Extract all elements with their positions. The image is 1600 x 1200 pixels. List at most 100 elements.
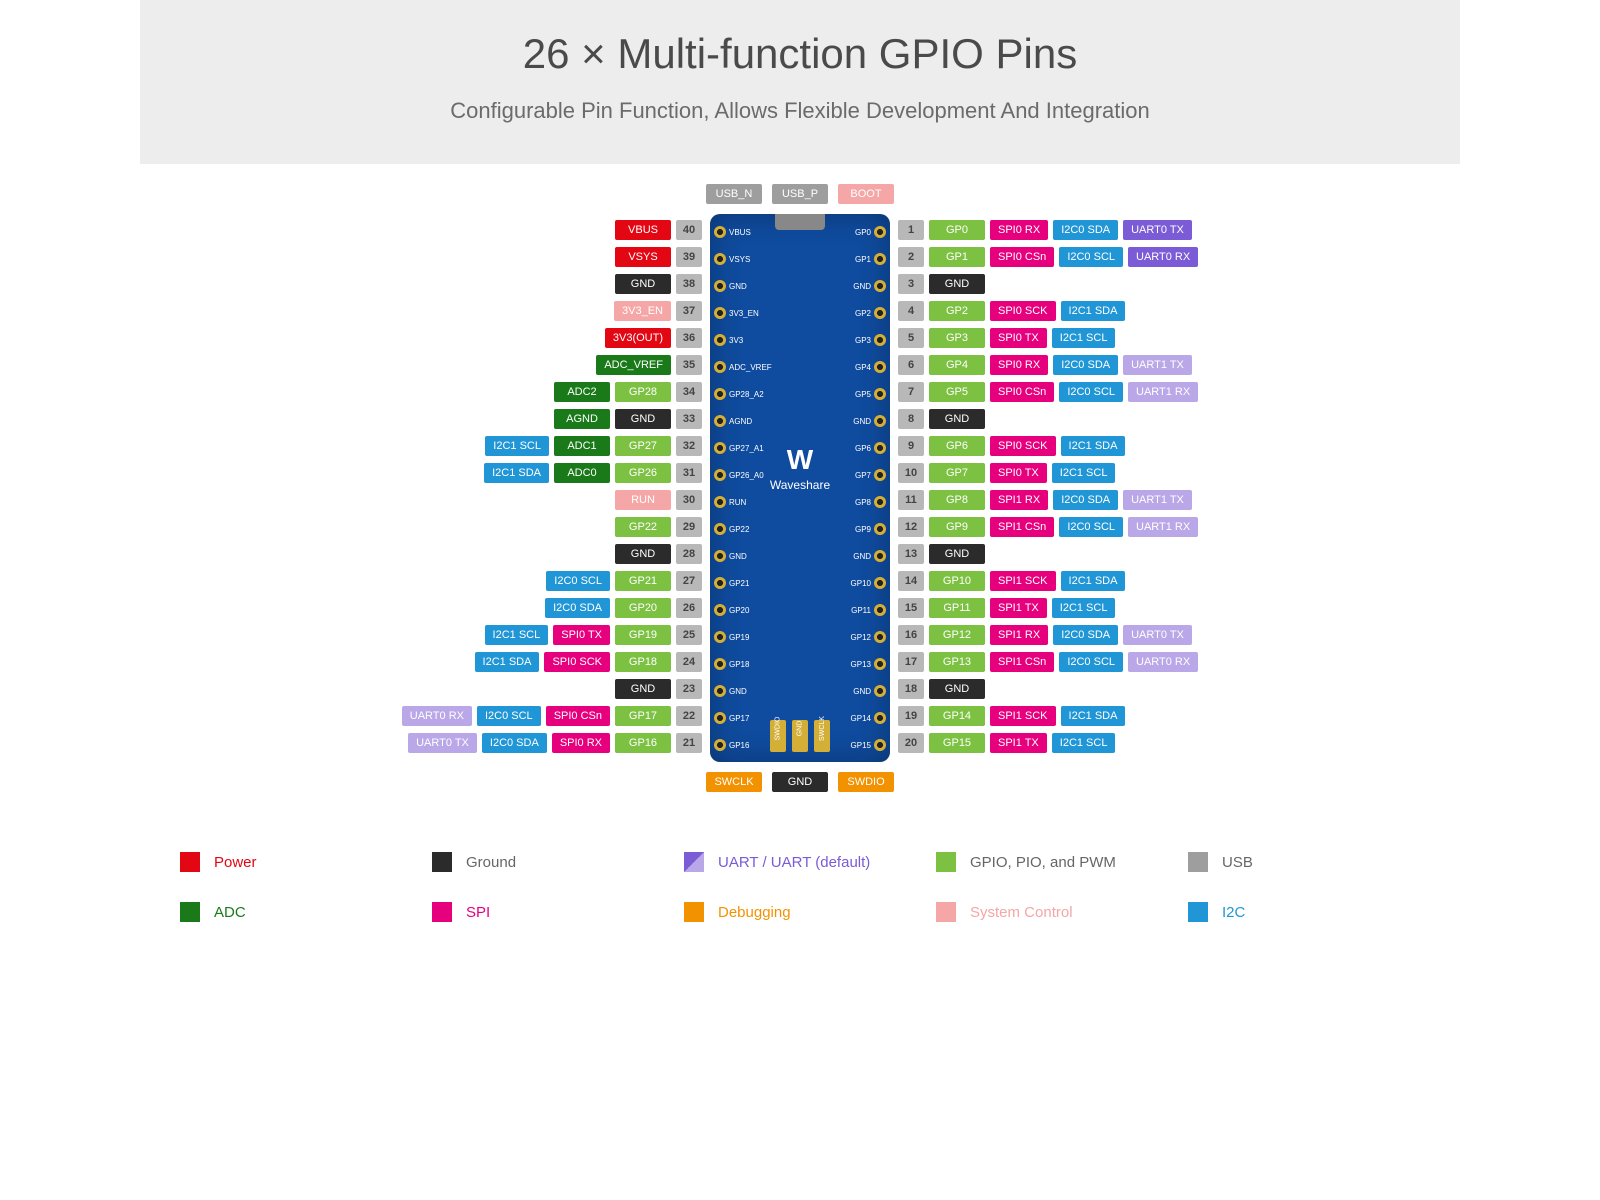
pin-row: 15GP11SPI1 TXI2C1 SCL (898, 596, 1198, 621)
header: 26 × Multi-function GPIO Pins Configurab… (140, 0, 1460, 164)
function-tag: I2C0 SDA (1053, 490, 1118, 510)
pin-number: 39 (676, 247, 702, 267)
pin-hole-icon (874, 631, 886, 643)
legend-swatch-icon (1188, 902, 1208, 922)
pin-hole-icon (874, 577, 886, 589)
function-tag: ADC1 (554, 436, 610, 456)
pin-hole-icon (874, 523, 886, 535)
function-tag: GP18 (615, 652, 671, 672)
debug-pad-label: GND (797, 721, 804, 737)
function-tag: I2C0 SCL (1059, 247, 1123, 267)
pin-hole-icon (714, 496, 726, 508)
pin-number: 17 (898, 652, 924, 672)
board-pin: GP14 (851, 706, 886, 731)
board-pin: GND (714, 679, 772, 704)
function-tag: SPI0 SCK (990, 301, 1056, 321)
pin-row: 13GND (898, 542, 1198, 567)
pin-row: 1GP0SPI0 RXI2C0 SDAUART0 TX (898, 218, 1198, 243)
function-tag: I2C0 SCL (1059, 652, 1123, 672)
pin-hole-icon (714, 685, 726, 697)
pin-number: 37 (676, 301, 702, 321)
bottom-connector-labels: SWCLKGNDSWDIO (140, 772, 1460, 792)
function-tag: GND (615, 679, 671, 699)
pin-number: 8 (898, 409, 924, 429)
function-tag: GP17 (615, 706, 671, 726)
pin-hole-icon (874, 388, 886, 400)
pin-row: 5GP3SPI0 TXI2C1 SCL (898, 326, 1198, 351)
pin-number: 11 (898, 490, 924, 510)
function-tag: GP15 (929, 733, 985, 753)
pin-number: 33 (676, 409, 702, 429)
pin-hole-icon (714, 253, 726, 265)
pin-row: 3GND (898, 272, 1198, 297)
function-tag: SPI0 RX (552, 733, 610, 753)
function-tag: GP1 (929, 247, 985, 267)
pin-number: 12 (898, 517, 924, 537)
board-pin-label: GP10 (851, 579, 871, 588)
function-tag: SPI0 TX (553, 625, 610, 645)
legend-swatch-icon (432, 852, 452, 872)
pin-row: 12GP9SPI1 CSnI2C0 SCLUART1 RX (898, 515, 1198, 540)
board-pin-label: GP2 (855, 309, 871, 318)
board-pin: GP6 (855, 436, 886, 461)
function-tag: I2C1 SDA (1061, 706, 1126, 726)
function-tag: UART0 RX (402, 706, 472, 726)
function-tag: GP4 (929, 355, 985, 375)
function-tag: I2C1 SCL (1052, 463, 1116, 483)
legend-swatch-icon (1188, 852, 1208, 872)
pin-hole-icon (874, 739, 886, 751)
board-pin-label: 3V3_EN (729, 309, 759, 318)
pinout-diagram: USB_NUSB_PBOOT VBUS40VSYS39GND383V3_EN37… (140, 164, 1460, 792)
board-pin: GP8 (855, 490, 886, 515)
function-tag: SPI0 RX (990, 220, 1048, 240)
board-pin-label: VBUS (729, 228, 751, 237)
pin-number: 3 (898, 274, 924, 294)
board-pin-label: GP14 (851, 714, 871, 723)
pin-number: 32 (676, 436, 702, 456)
function-tag: ADC2 (554, 382, 610, 402)
pin-row: 4GP2SPI0 SCKI2C1 SDA (898, 299, 1198, 324)
board-pin: GP12 (851, 625, 886, 650)
pin-hole-icon (714, 334, 726, 346)
board-pin-label: GP8 (855, 498, 871, 507)
function-tag: GP8 (929, 490, 985, 510)
pin-hole-icon (874, 361, 886, 373)
pin-hole-icon (714, 550, 726, 562)
function-tag: GP19 (615, 625, 671, 645)
function-tag: GP3 (929, 328, 985, 348)
function-tag: SPI0 SCK (544, 652, 610, 672)
board-pin: GP18 (714, 652, 772, 677)
pin-number: 2 (898, 247, 924, 267)
debug-pad: SWCLK (814, 720, 830, 752)
board-pin-label: GP19 (729, 633, 749, 642)
pin-row: 10GP7SPI0 TXI2C1 SCL (898, 461, 1198, 486)
function-tag: I2C1 SDA (484, 463, 549, 483)
function-tag: 3V3_EN (614, 301, 671, 321)
function-tag: I2C1 SDA (1061, 436, 1126, 456)
legend-swatch-icon (684, 902, 704, 922)
pin-hole-icon (714, 442, 726, 454)
pin-hole-icon (714, 523, 726, 535)
pin-hole-icon (874, 685, 886, 697)
legend-item: UART / UART (default) (684, 852, 916, 872)
board-pin: GND (714, 274, 772, 299)
legend-label: I2C (1222, 904, 1245, 921)
bottom-connector-tag: SWCLK (706, 772, 762, 792)
pin-number: 9 (898, 436, 924, 456)
function-tag: I2C1 SCL (1052, 328, 1116, 348)
function-tag: I2C1 SDA (1061, 301, 1126, 321)
pin-hole-icon (714, 307, 726, 319)
pin-hole-icon (714, 415, 726, 427)
board-pin-label: GP9 (855, 525, 871, 534)
pin-hole-icon (714, 577, 726, 589)
pin-row: I2C1 SCLADC1GP2732 (402, 434, 702, 459)
board-pin-label: AGND (729, 417, 752, 426)
debug-pad-label: SWDIO (775, 717, 782, 741)
function-tag: UART0 RX (1128, 247, 1198, 267)
pin-row: UART0 TXI2C0 SDASPI0 RXGP1621 (402, 731, 702, 756)
pin-hole-icon (714, 388, 726, 400)
pin-row: I2C1 SCLSPI0 TXGP1925 (402, 623, 702, 648)
function-tag: I2C0 SDA (1053, 220, 1118, 240)
function-tag: 3V3(OUT) (605, 328, 671, 348)
pin-hole-icon (714, 631, 726, 643)
